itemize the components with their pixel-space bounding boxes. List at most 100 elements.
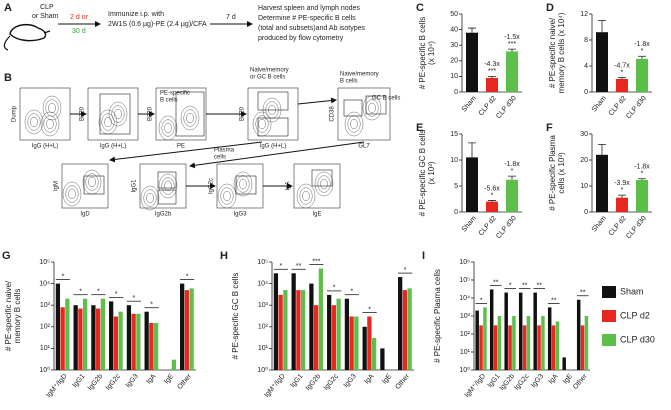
bar [283,290,288,370]
error-bar [488,76,496,78]
bar [616,197,628,212]
sig-label: ** [580,290,586,297]
flow-x-label: IgD [80,212,90,218]
gate-label: Naive/memory [340,72,379,78]
gate-label: or GC B cells [250,75,285,81]
contour [27,113,41,131]
sig-label: ** [296,263,302,270]
bar [331,305,337,370]
bar [526,316,531,370]
y-tick-label: 10⁶ [459,259,470,266]
y-axis-label: cells (x 10³) [557,152,566,194]
error-bar [598,144,606,155]
bar [616,79,628,92]
bar [189,288,194,370]
x-tick-label: IgG2b [499,373,517,392]
flow-x-label: IgE [312,212,321,218]
bar [100,298,106,370]
bar [118,311,123,370]
contour [347,115,361,133]
flow-y-label: Dump [12,105,18,122]
x-tick-label: IgM⁺/IgD [464,373,487,399]
x-tick-label: IgE [163,373,175,386]
y-tick-label: 10⁵ [39,259,50,266]
sig-label: * [79,289,82,296]
y-tick-label: 10⁵ [257,259,268,266]
gate [157,189,177,205]
bar [584,316,589,370]
contour [183,109,197,127]
y-axis-label: # PE-specific GC B cells [418,130,427,217]
x-tick-label: Sham [591,95,608,114]
flow-x-label: IgG (H+L) [32,144,59,150]
contour [62,181,82,207]
y-tick-label: 10 [580,183,588,190]
bar [398,277,403,370]
flow-plot [139,163,187,209]
flow-x-label: PE [177,144,185,150]
bar [380,348,385,370]
sig-label: *** [508,41,516,48]
sig-label: * [511,168,514,175]
panel-label: F [546,122,553,134]
bar [486,201,498,212]
contour [111,105,125,123]
y-tick-label: 10³ [40,302,51,309]
contour [302,190,310,202]
bar [551,325,556,370]
sig-label: * [509,282,512,289]
y-tick-label: 10² [40,324,51,331]
harvest: produced by flow cytometry [258,35,344,42]
y-axis-label: # PE-specific Plasma [548,135,557,211]
y-axis-label: # PE-specific naive/ [548,17,557,88]
flow-x-label: IgG2b [155,212,172,218]
flow-y-label: IgG1 [132,179,138,193]
gate-label: Naive/memory [250,68,289,74]
contour [88,176,96,188]
gate-label: B cells [160,98,178,104]
panel-label: G [2,250,11,262]
bar [522,325,527,370]
arrow [297,97,337,105]
contour [314,171,334,197]
contour [186,112,194,124]
bar [327,294,332,370]
error-bar [468,27,476,33]
harvest: Determine # PE-specific B cells [258,15,356,22]
wait: 7 d [226,14,236,21]
gate [235,175,257,195]
bar [506,179,518,212]
legend-swatch [602,334,616,346]
immunize: 2W1S (0.6 µg)-PE (2.4 µg)/CFA [108,21,207,28]
contour [45,99,59,117]
y-tick-label: 10¹ [40,345,51,352]
fold-label: -1.5x [504,34,520,41]
sig-label: ** [537,282,543,289]
gate [157,171,177,189]
bar [367,316,372,370]
immunize: Immunize i.p. with [108,11,164,18]
y-tick-label: 10⁴ [257,280,268,287]
mouse-tail [3,35,11,51]
contour [296,183,316,209]
bar [296,290,301,370]
bar [636,58,648,92]
bar [314,305,319,370]
contour [48,102,56,114]
contour [220,187,234,205]
sig-label: * [641,48,644,55]
panel-label: E [416,122,423,134]
contour [158,115,178,141]
bar [91,305,96,370]
error-bar [488,200,496,202]
x-tick-label: IgG1 [71,373,86,389]
y-tick-label: 10² [460,331,471,338]
bar [596,32,608,92]
bar [278,294,283,370]
contour [65,185,79,203]
bar [518,292,523,370]
bar [493,325,498,370]
contour [255,115,269,133]
bar [113,316,119,370]
